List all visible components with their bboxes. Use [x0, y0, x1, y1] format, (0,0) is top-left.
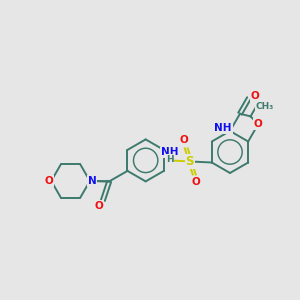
- Text: S: S: [185, 155, 194, 168]
- Text: N: N: [88, 176, 96, 186]
- Text: O: O: [191, 177, 200, 188]
- Text: O: O: [179, 135, 188, 146]
- Text: O: O: [94, 201, 103, 211]
- Text: NH: NH: [161, 147, 178, 158]
- Text: CH₃: CH₃: [255, 102, 274, 111]
- Text: NH: NH: [214, 123, 232, 133]
- Text: O: O: [250, 91, 259, 101]
- Text: O: O: [45, 176, 54, 186]
- Text: O: O: [254, 119, 262, 129]
- Text: H: H: [166, 155, 174, 164]
